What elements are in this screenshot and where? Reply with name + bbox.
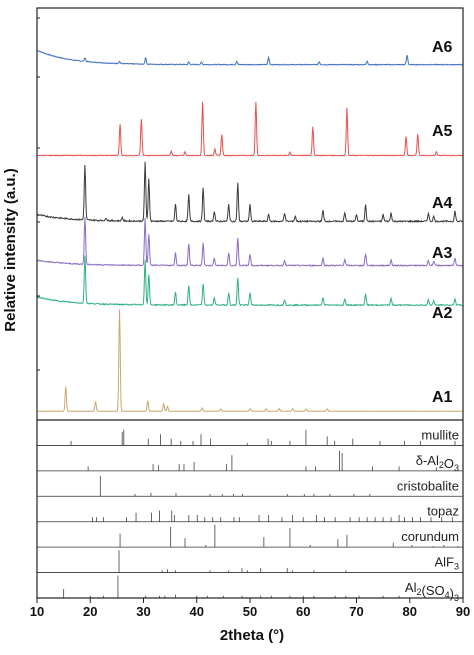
x-tick-label: 90 bbox=[456, 604, 470, 619]
x-tick-label: 10 bbox=[30, 604, 44, 619]
reference-7: Al2(SO4)3 bbox=[37, 572, 463, 603]
reference-4: topaz bbox=[37, 495, 463, 522]
pattern-label-a4: A4 bbox=[432, 195, 453, 212]
x-tick-label: 70 bbox=[349, 604, 363, 619]
reference-5: corundum bbox=[37, 521, 463, 548]
y-axis-title: Relative intensity (a.u.) bbox=[2, 168, 19, 331]
pattern-label-a1: A1 bbox=[432, 389, 453, 406]
pattern-line-a5 bbox=[36, 101, 463, 157]
axes: 10 20 30 40 50 60 70 80 90 bbox=[30, 7, 470, 619]
x-tick-label: 30 bbox=[136, 604, 150, 619]
reference-label: AlF3 bbox=[434, 555, 459, 572]
reference-area: mullite δ-Al2O3 cristobalite topaz corundum A… bbox=[37, 427, 463, 603]
reference-3: cristobalite bbox=[37, 470, 463, 497]
pattern-line-a2 bbox=[36, 255, 464, 307]
pattern-label-a6: A6 bbox=[432, 39, 453, 56]
x-tick-label: 40 bbox=[190, 604, 204, 619]
pattern-line-a6 bbox=[36, 49, 463, 66]
pattern-area: A6 A5 A4 A3 A2 A1 bbox=[36, 39, 464, 412]
pattern-line-a1 bbox=[37, 309, 464, 412]
pattern-a3: A3 bbox=[36, 217, 464, 268]
pattern-line-a4 bbox=[36, 161, 464, 224]
pattern-a5: A5 bbox=[36, 101, 463, 157]
reference-label: topaz bbox=[427, 504, 459, 519]
pattern-label-a3: A3 bbox=[432, 245, 453, 262]
pattern-label-a2: A2 bbox=[432, 305, 453, 322]
pattern-line-a3 bbox=[36, 217, 464, 268]
x-tick-label: 60 bbox=[296, 604, 310, 619]
reference-1: mullite bbox=[70, 427, 459, 446]
reference-2: δ-Al2O3 bbox=[37, 445, 463, 473]
pattern-a1: A1 bbox=[37, 309, 464, 412]
reference-label: δ-Al2O3 bbox=[416, 453, 459, 473]
pattern-a6: A6 bbox=[36, 39, 463, 66]
x-tick-label: 80 bbox=[403, 604, 417, 619]
x-tick-label: 20 bbox=[83, 604, 97, 619]
reference-label: mullite bbox=[421, 427, 459, 442]
pattern-label-a5: A5 bbox=[432, 123, 453, 140]
pattern-a4: A4 bbox=[36, 161, 464, 224]
reference-label: corundum bbox=[401, 529, 459, 544]
x-tick-label: 50 bbox=[243, 604, 257, 619]
x-axis-title: 2theta (°) bbox=[220, 627, 284, 644]
reference-6: AlF3 bbox=[37, 546, 463, 573]
pattern-a2: A2 bbox=[36, 255, 464, 322]
reference-label: cristobalite bbox=[397, 478, 459, 493]
